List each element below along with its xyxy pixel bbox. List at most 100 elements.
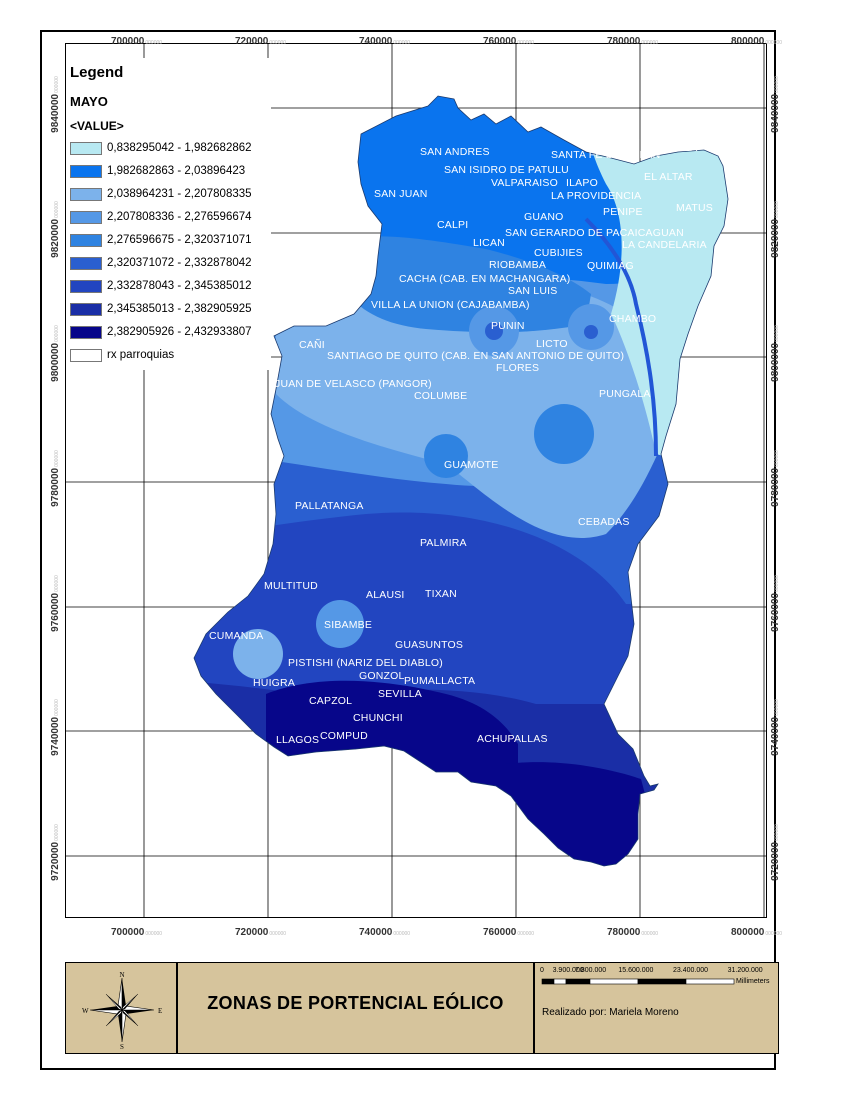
parish-label: PUMALLACTA <box>404 675 476 687</box>
y-tick-left: 9840000000000 <box>49 76 61 133</box>
parish-label: CAPZOL <box>309 695 353 707</box>
legend-swatch <box>70 256 102 270</box>
legend-label: 2,276596675 - 2,320371071 <box>107 234 252 246</box>
parish-label: CALPI <box>437 219 469 231</box>
parish-label: SAN JUAN <box>374 188 428 200</box>
parish-label: COMPUD <box>320 730 368 742</box>
parish-label: JUAN DE VELASCO (PANGOR) <box>275 378 432 390</box>
y-tick-right: 9720000000000 <box>769 824 781 881</box>
y-tick-right: 9800000000000 <box>769 325 781 382</box>
parish-label: GUASUNTOS <box>395 639 464 651</box>
north-arrow-compass: N S W E <box>82 971 162 1051</box>
parish-label: SANTA FE DE GALAN <box>551 149 661 161</box>
parish-label: SAN ANDRES <box>420 146 490 158</box>
legend-swatch <box>70 348 102 362</box>
legend-item: 2,382905926 - 2,432933807 <box>70 324 252 340</box>
parish-label: ACHUPALLAS <box>477 733 548 745</box>
scale-bar-label: 0 <box>540 967 544 974</box>
legend-swatch <box>70 187 102 201</box>
river <box>584 217 658 457</box>
y-tick-right: 9780000000000 <box>769 450 781 507</box>
parish-label: PENIPE <box>603 206 643 218</box>
parish-label: RIOBAMBA <box>489 259 547 271</box>
x-tick-top: 780000000000 <box>607 36 659 47</box>
legend-item: 2,345385013 - 2,382905925 <box>70 301 252 317</box>
legend-swatch <box>70 164 102 178</box>
legend-item: 2,207808336 - 2,276596674 <box>70 209 252 225</box>
legend-item: 1,982682863 - 2,03896423 <box>70 163 245 179</box>
scale-bar-label: 31.200.000 <box>727 967 763 974</box>
compass-w: W <box>82 1007 89 1015</box>
parish-label: PUNIN <box>491 320 525 332</box>
parish-label: COLUMBE <box>414 390 468 402</box>
y-tick-left: 9800000000000 <box>49 325 61 382</box>
parish-label: PISTISHI (NARIZ DEL DIABLO) <box>288 657 443 669</box>
legend-swatch <box>70 210 102 224</box>
scale-bar-unit: Millimeters <box>736 978 770 985</box>
x-tick-top: 800000000000 <box>731 36 783 47</box>
parish-label: LICAN <box>473 237 505 249</box>
parish-label: VILLA LA UNION (CAJABAMBA) <box>371 299 530 311</box>
legend-item: 2,320371072 - 2,332878042 <box>70 255 252 271</box>
legend-field-name: <VALUE> <box>70 119 124 133</box>
parish-label: QUIMIAG <box>587 260 634 272</box>
parish-label: TIXAN <box>425 588 457 600</box>
parish-label: GONZOL <box>359 670 405 682</box>
legend-title: Legend <box>70 64 124 81</box>
legend-item: 2,038964231 - 2,207808335 <box>70 186 252 202</box>
parish-label: GUAMOTE <box>444 459 499 471</box>
parish-label: LICTO <box>536 338 568 350</box>
x-tick-bottom: 800000000000 <box>731 927 783 938</box>
parish-label: GUANANDO <box>578 134 641 146</box>
scale-bar-label: 15.600.000 <box>618 967 654 974</box>
x-tick-bottom: 740000000000 <box>359 927 411 938</box>
compass-n: N <box>119 971 124 979</box>
y-tick-left: 9720000000000 <box>49 824 61 881</box>
y-tick-right: 9760000000000 <box>769 575 781 632</box>
legend-swatch <box>70 302 102 316</box>
parish-label: HUIGRA <box>253 677 296 689</box>
parish-label: SAN LUIS <box>508 285 558 297</box>
parish-label: CEBADAS <box>578 516 630 528</box>
x-tick-bottom: 780000000000 <box>607 927 659 938</box>
legend-item: 2,276596675 - 2,320371071 <box>70 232 252 248</box>
scale-bar-label: 7.800.000 <box>575 967 607 974</box>
province-boundary <box>193 95 729 867</box>
legend-swatch <box>70 279 102 293</box>
legend-swatch <box>70 325 102 339</box>
legend-layer-name: MAYO <box>70 94 108 109</box>
parish-label: SAN GERARDO DE PACAICAGUAN <box>505 227 684 239</box>
parish-label: CUMANDA <box>209 630 264 642</box>
map-canvas[interactable] <box>66 44 767 918</box>
y-tick-right: 9840000000000 <box>769 76 781 133</box>
legend-label: 2,382905926 - 2,432933807 <box>107 326 252 338</box>
parish-label: ILAPO <box>566 177 598 189</box>
x-tick-top: 720000000000 <box>235 36 287 47</box>
legend-label: 2,038964231 - 2,207808335 <box>107 188 252 200</box>
parish-label: PALMIRA <box>420 537 467 549</box>
legend-label: 2,332878043 - 2,345385012 <box>107 280 252 292</box>
legend-swatch <box>70 233 102 247</box>
scale-bar-segments <box>541 978 735 985</box>
legend: Legend MAYO <VALUE> 0,838295042 - 1,9826… <box>66 58 271 370</box>
y-tick-left: 9780000000000 <box>49 450 61 507</box>
parish-label: CAÑI <box>299 339 325 351</box>
parish-label: CHUNCHI <box>353 712 403 724</box>
legend-label: 2,345385013 - 2,382905925 <box>107 303 252 315</box>
x-tick-top: 740000000000 <box>359 36 411 47</box>
legend-label: 2,207808336 - 2,276596674 <box>107 211 252 223</box>
x-tick-bottom: 720000000000 <box>235 927 287 938</box>
author-credit: Realizado por: Mariela Moreno <box>542 1007 679 1018</box>
legend-swatch <box>70 141 102 155</box>
parish-label: PUNGALA <box>599 388 651 400</box>
parish-label: LA PROVIDENCIA <box>551 190 642 202</box>
y-tick-left: 9760000000000 <box>49 575 61 632</box>
legend-label: rx parroquias <box>107 349 175 361</box>
parish-label: PALLATANGA <box>295 500 364 512</box>
legend-item: rx parroquias <box>70 347 174 363</box>
y-tick-right: 9740000000000 <box>769 699 781 756</box>
scale-bar: 0 3.900.000 7.800.000 15.600.000 23.400.000 3… <box>540 967 776 993</box>
parish-label: PUELA <box>662 142 698 154</box>
y-tick-right: 9820000000000 <box>769 201 781 258</box>
legend-label: 1,982682863 - 2,03896423 <box>107 165 246 177</box>
